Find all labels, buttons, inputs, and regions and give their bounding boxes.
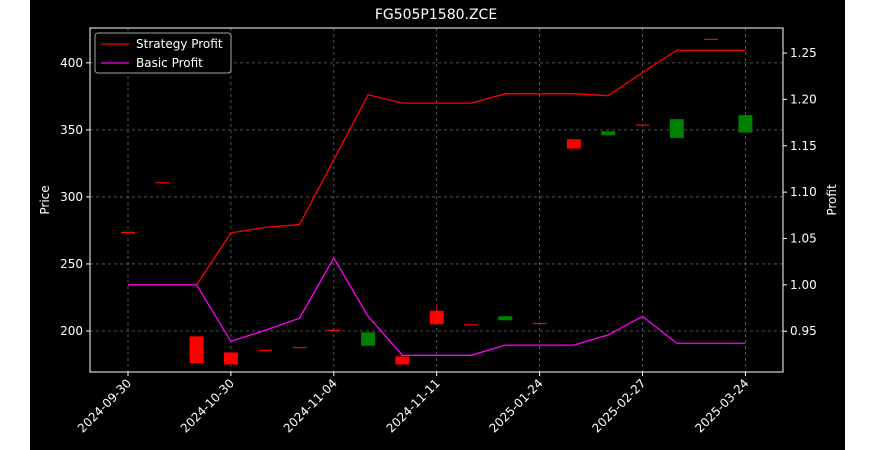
candle-body [121,231,135,233]
profit-line [128,49,746,286]
y2-tick-label: 1.20 [790,92,817,106]
candle-body [189,336,204,364]
candle-body [498,316,513,321]
candle-body [566,139,581,149]
candle-body [601,131,616,136]
y-tick-label: 200 [60,324,83,338]
candle-body [292,347,307,349]
candle-body [704,38,719,40]
candle-body [669,119,684,138]
y2-tick-label: 1.00 [790,278,817,292]
candle-body [464,324,478,326]
chart-title: FG505P1580.ZCE [375,7,497,23]
candle-body [532,322,547,325]
profit-line [128,256,746,356]
y2-tick-label: 0.95 [790,324,817,338]
y2-tick-label: 1.05 [790,231,817,245]
plot-frame [89,27,784,373]
y2-axis-label: Profit [825,184,839,216]
y2-tick-label: 1.25 [790,46,817,60]
candle-body [361,332,376,346]
y2-tick-label: 1.15 [790,139,817,153]
y-tick-label: 300 [60,190,83,204]
legend-label: Strategy Profit [136,37,223,51]
candle-body [326,329,341,331]
legend: Strategy Profit Basic Profit [94,32,232,74]
candle-body [155,182,170,184]
y-tick-label: 350 [60,123,83,137]
candle-body [258,349,273,351]
y-tick-label: 400 [60,56,83,70]
y2-tick-label: 1.10 [790,185,817,199]
y-tick-label: 250 [60,257,83,271]
legend-label: Basic Profit [136,56,203,70]
candle-body [738,115,753,133]
candle-body [223,352,238,365]
candle-body [429,310,444,325]
candle-body [635,124,650,126]
candle-body [395,356,410,365]
figure-background [30,0,845,450]
y-axis-label: Price [38,185,52,214]
